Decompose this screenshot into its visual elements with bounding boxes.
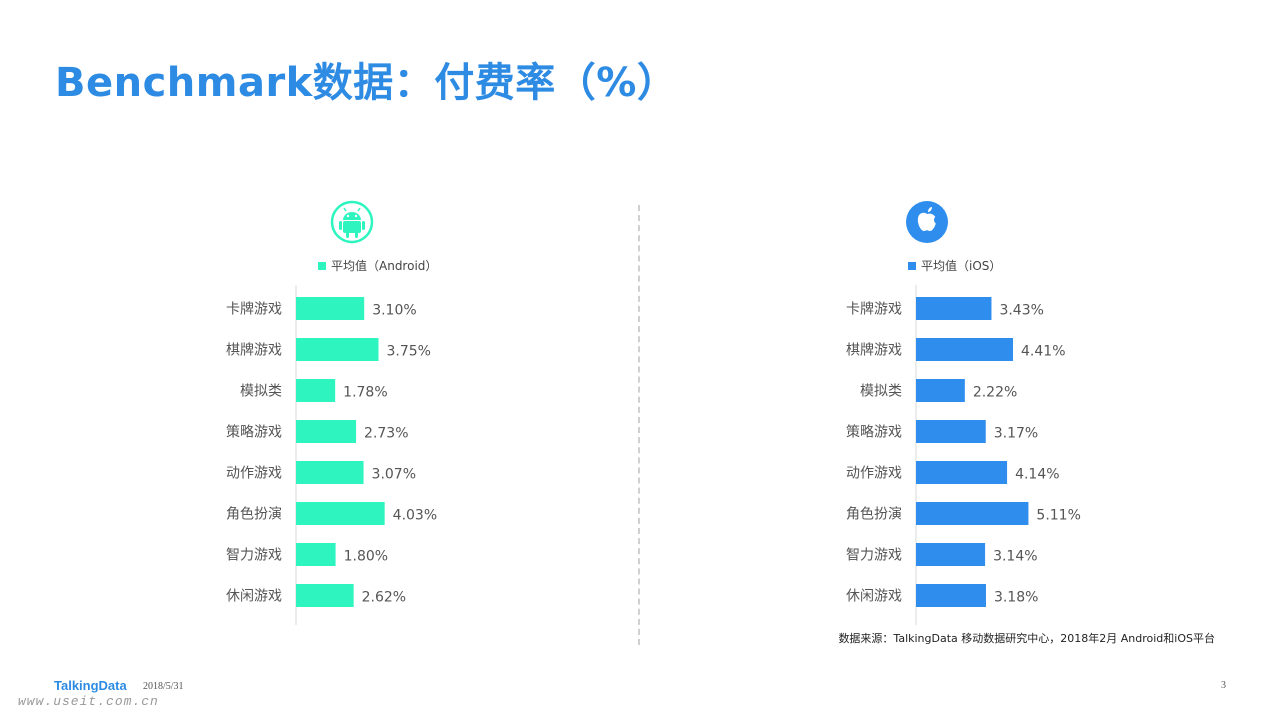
android-icon (330, 200, 374, 244)
page-title: Benchmark数据：付费率（%） (55, 60, 678, 106)
android-bar (296, 543, 336, 566)
talkingdata-logo: TalkingData (54, 678, 127, 693)
android-value-label: 2.73% (364, 426, 408, 442)
ios-value-label: 4.14% (1015, 467, 1059, 483)
ios-bar-chart: 卡牌游戏 3.43% 棋牌游戏 4.41% 模拟类 2.22% 策略游戏 3.17% 动作游戏 4… (846, 285, 1081, 625)
watermark: www.useit.com.cn (18, 694, 159, 709)
android-legend-label: 平均值（Android） (331, 259, 438, 273)
android-value-label: 3.75% (387, 344, 431, 360)
ios-value-label: 3.14% (993, 549, 1037, 565)
ios-category-label: 休闲游戏 (846, 589, 902, 605)
android-category-label: 动作游戏 (226, 466, 282, 482)
android-category-label: 卡牌游戏 (226, 301, 282, 318)
ios-value-label: 3.43% (999, 303, 1043, 319)
android-panel: 平均值（Android） 卡牌游戏 3.10% 棋牌游戏 3.75% 模拟类 1.78% 策… (20, 195, 580, 625)
ios-bar (916, 502, 1029, 525)
ios-legend: 平均值（iOS） (908, 257, 1001, 274)
apple-icon (906, 201, 948, 243)
ios-bar (916, 297, 992, 320)
android-category-label: 角色扮演 (226, 506, 282, 523)
ios-category-label: 棋牌游戏 (846, 342, 902, 359)
android-value-label: 4.03% (393, 508, 437, 524)
ios-panel: 平均值（iOS） 卡牌游戏 3.43% 棋牌游戏 4.41% 模拟类 2.22% 策略游戏 3… (640, 195, 1200, 625)
ios-bar (916, 420, 986, 443)
page-number: 3 (1221, 680, 1226, 691)
ios-bar (916, 338, 1014, 361)
android-value-label: 3.07% (372, 467, 416, 483)
ios-bar (916, 543, 986, 566)
ios-value-label: 4.41% (1021, 344, 1065, 360)
ios-category-label: 智力游戏 (846, 548, 902, 564)
ios-legend-swatch (908, 261, 916, 270)
android-category-label: 智力游戏 (226, 548, 282, 564)
ios-bar (916, 584, 986, 607)
android-category-label: 休闲游戏 (226, 589, 282, 605)
android-bar (296, 297, 365, 320)
android-bar (296, 420, 357, 443)
ios-value-label: 2.22% (973, 385, 1017, 401)
data-source-note: 数据来源：TalkingData 移动数据研究中心，2018年2月 Androi… (838, 632, 1215, 645)
android-legend-swatch (318, 261, 326, 270)
ios-bar (916, 379, 965, 402)
panel-divider (638, 205, 640, 645)
ios-value-label: 5.11% (1036, 508, 1080, 524)
ios-category-label: 模拟类 (860, 384, 902, 400)
android-value-label: 2.62% (362, 590, 406, 606)
android-category-label: 策略游戏 (226, 424, 282, 441)
android-bar (296, 584, 354, 607)
android-category-label: 模拟类 (240, 384, 282, 400)
android-bar (296, 338, 379, 361)
ios-legend-label: 平均值（iOS） (921, 259, 1002, 273)
android-legend: 平均值（Android） (318, 257, 437, 274)
ios-category-label: 角色扮演 (846, 506, 902, 523)
android-bar (296, 379, 336, 402)
android-value-label: 1.78% (343, 385, 387, 401)
ios-value-label: 3.18% (994, 590, 1038, 606)
android-category-label: 棋牌游戏 (226, 342, 282, 359)
android-bar (296, 502, 385, 525)
ios-category-label: 卡牌游戏 (846, 301, 902, 318)
ios-category-label: 策略游戏 (846, 424, 902, 441)
android-bar-chart: 卡牌游戏 3.10% 棋牌游戏 3.75% 模拟类 1.78% 策略游戏 2.73% 动作游戏 3… (226, 285, 437, 625)
android-bar (296, 461, 364, 484)
ios-category-label: 动作游戏 (846, 466, 902, 482)
ios-bar (916, 461, 1008, 484)
android-value-label: 1.80% (344, 549, 388, 565)
android-value-label: 3.10% (372, 303, 416, 319)
ios-value-label: 3.17% (994, 426, 1038, 442)
footer-date: 2018/5/31 (143, 681, 184, 692)
